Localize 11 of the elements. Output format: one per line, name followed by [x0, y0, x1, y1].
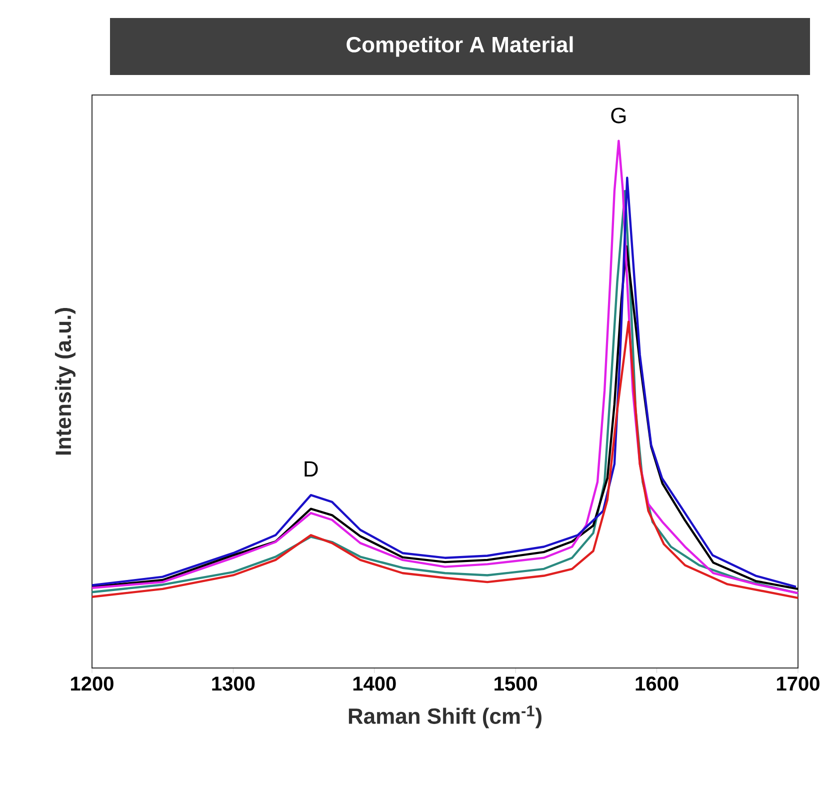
x-tick-label: 1700	[777, 676, 820, 691]
annotation: G	[611, 108, 626, 124]
x-tick-label: 1400	[353, 676, 396, 691]
annotation: D	[304, 461, 318, 477]
x-axis-title: Raman Shift (cm$^{-1}$)	[348, 706, 542, 728]
chart-title: Competitor A Material	[346, 36, 573, 57]
x-tick-label: 1300	[212, 676, 255, 691]
y-axis-title: Intensity (a.u.)	[54, 308, 76, 455]
x-tick-label: 1200	[71, 676, 114, 691]
x-tick-label: 1500	[494, 676, 538, 691]
x-tick-label: 1600	[636, 676, 678, 691]
